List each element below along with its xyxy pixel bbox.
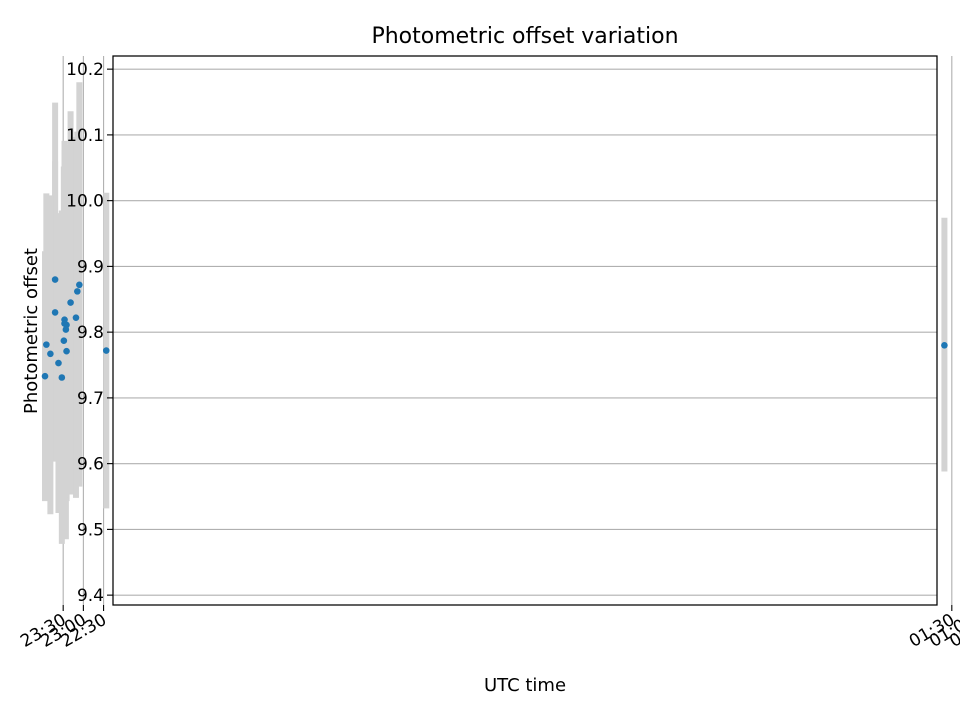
data-point [67,299,74,306]
errorbars [42,82,948,544]
data-point [72,314,80,321]
y-tick-label: 9.9 [77,257,104,277]
y-tick-label: 9.4 [77,586,104,606]
y-axis-label: Photometric offset [21,248,42,414]
data-point [51,309,59,316]
data-point [47,350,54,358]
data-point [43,341,50,348]
y-tick-label: 9.8 [77,323,104,343]
data-point [941,341,948,349]
data-point [41,372,49,380]
data-point [63,347,70,355]
y-tick-label: 10.1 [66,126,104,146]
data-point [74,288,81,295]
data-point [102,347,110,354]
data-point [62,326,70,333]
y-tick-label: 9.5 [77,520,104,540]
y-tick-label: 9.6 [77,455,104,475]
data-point [76,281,83,289]
data-point [60,337,68,344]
y-tick-label: 9.7 [77,389,104,409]
y-tick-label: 10.0 [66,192,104,212]
data-point [61,320,68,327]
chart-title: Photometric offset variation [371,24,678,49]
data-point [51,276,59,283]
data-point [55,359,62,367]
plot-frame [112,55,938,606]
data-point [58,374,66,381]
x-axis-label: UTC time [484,675,566,696]
y-tick-label: 10.2 [66,60,104,80]
grid [62,56,953,605]
data-points [41,276,948,381]
ticks: 22:3023:0023:3000:0000:3001:0001:309.49.… [17,60,960,652]
